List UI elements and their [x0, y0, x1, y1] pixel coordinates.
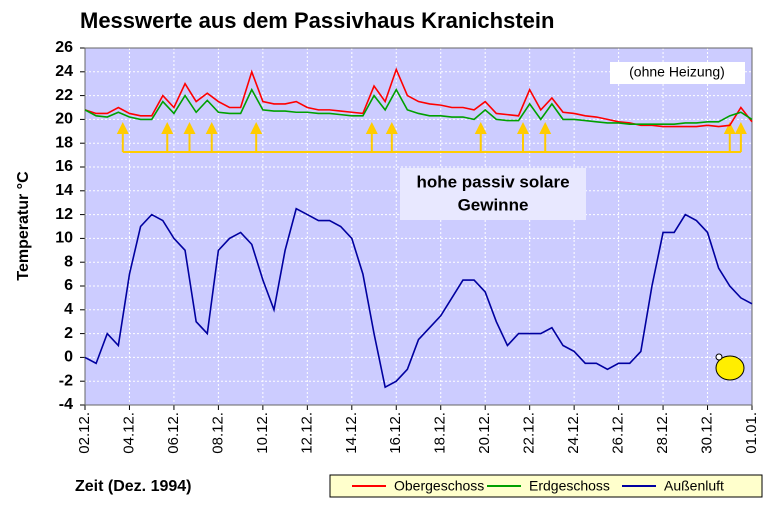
x-tick-label: 22.12.: [521, 412, 538, 454]
arrow-head: [205, 122, 218, 134]
plot-area: [85, 48, 752, 405]
arrow-head: [385, 122, 398, 134]
y-tick-label: 22: [55, 87, 73, 104]
arrow-head: [183, 122, 196, 134]
legend-label: Außenluft: [664, 478, 724, 494]
x-axis-label: Zeit (Dez. 1994): [75, 478, 191, 495]
x-tick-label: 14.12.: [343, 412, 360, 454]
y-tick-label: 24: [55, 63, 73, 80]
y-tick-label: 8: [64, 253, 73, 270]
arrow-head: [161, 122, 174, 134]
y-axis-label: Temperatur °C: [15, 171, 32, 281]
x-tick-label: 26.12.: [610, 412, 627, 454]
logo: [715, 355, 745, 381]
y-tick-label: 16: [55, 158, 73, 175]
y-tick-label: 20: [55, 111, 73, 128]
y-tick-label: 0: [64, 349, 73, 366]
x-tick-label: 04.12.: [120, 412, 137, 454]
x-tick-label: 12.12.: [298, 412, 315, 454]
logo: [715, 353, 723, 361]
plot-frame: [84, 47, 753, 406]
y-tick-label: 14: [55, 182, 73, 199]
y-tick-label: -2: [59, 372, 73, 389]
y-tick-label: 12: [55, 206, 73, 223]
arrow-head: [723, 122, 736, 134]
arrow-head: [734, 122, 747, 134]
x-tick-label: 02.12.: [76, 412, 93, 454]
annotation: Gewinne: [458, 195, 529, 214]
x-tick-label: 08.12.: [209, 412, 226, 454]
x-tick-label: 18.12.: [432, 412, 449, 454]
x-tick-label: 10.12.: [254, 412, 271, 454]
x-tick-label: 06.12.: [165, 412, 182, 454]
y-tick-label: 4: [64, 301, 73, 318]
y-tick-label: 2: [64, 325, 73, 342]
x-tick-label: 30.12.: [699, 412, 716, 454]
series-line: [84, 87, 753, 125]
legend-label: Obergeschoss: [394, 478, 484, 494]
x-tick-label: 01.01.: [743, 412, 760, 454]
series-line: [84, 67, 753, 128]
annotation-box: [610, 62, 745, 84]
annotation: (ohne Heizung): [629, 64, 725, 80]
legend-box: [329, 474, 763, 498]
arrow-head: [516, 122, 529, 134]
annotation: hohe passiv solare: [416, 172, 569, 191]
arrow-head: [116, 122, 129, 134]
x-tick-label: 24.12.: [565, 412, 582, 454]
arrow-head: [474, 122, 487, 134]
x-tick-label: 28.12.: [654, 412, 671, 454]
annotation-box: [400, 168, 586, 220]
arrow-head: [365, 122, 378, 134]
arrow-head: [539, 122, 552, 134]
y-tick-label: 18: [55, 134, 73, 151]
y-tick-label: 26: [55, 39, 73, 56]
series-line: [84, 207, 753, 389]
legend-label: Erdgeschoss: [529, 478, 610, 494]
chart-title: Messwerte aus dem Passivhaus Kranichstei…: [80, 8, 554, 33]
y-tick-label: 10: [55, 230, 73, 247]
x-tick-label: 16.12.: [387, 412, 404, 454]
y-tick-label: -4: [59, 396, 73, 413]
y-tick-label: 6: [64, 277, 73, 294]
arrow-head: [250, 122, 263, 134]
x-tick-label: 20.12.: [476, 412, 493, 454]
